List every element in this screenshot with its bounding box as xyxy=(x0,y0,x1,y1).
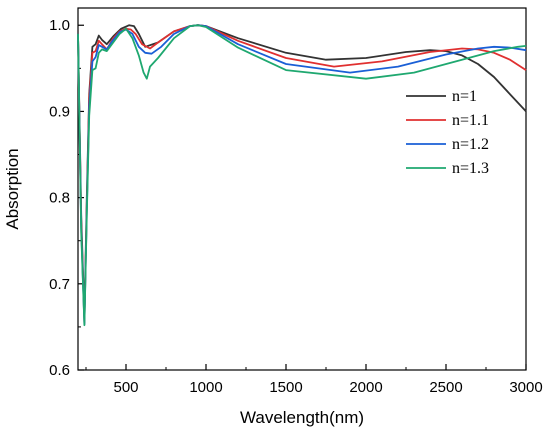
x-axis-title: Wavelength(nm) xyxy=(240,408,364,427)
legend: n=1 n=1.1 n=1.2 n=1.3 xyxy=(406,88,489,177)
legend-label-4: n=1.3 xyxy=(452,160,489,177)
x-tick-label: 2000 xyxy=(349,379,382,396)
legend-label-2: n=1.1 xyxy=(452,112,489,129)
legend-label-1: n=1 xyxy=(452,88,477,105)
series-line-2 xyxy=(77,24,527,324)
y-axis-title: Absorption xyxy=(3,148,22,229)
x-axis-ticks: 500 1000 1500 2000 2500 3000 xyxy=(85,364,543,396)
series-line-3 xyxy=(77,24,527,326)
y-tick-label: 1.0 xyxy=(49,17,70,34)
plot-frame xyxy=(77,7,527,371)
x-tick-label: 1000 xyxy=(189,379,222,396)
series-lines xyxy=(77,24,527,327)
series-line-4 xyxy=(77,24,527,327)
x-tick-label: 500 xyxy=(113,379,138,396)
x-tick-label: 1500 xyxy=(269,379,302,396)
x-tick-label: 2500 xyxy=(429,379,462,396)
y-tick-label: 0.8 xyxy=(49,190,70,207)
x-tick-label: 3000 xyxy=(509,379,542,396)
y-tick-label: 0.9 xyxy=(49,103,70,120)
y-tick-label: 0.7 xyxy=(49,276,70,293)
y-tick-label: 0.6 xyxy=(49,362,70,379)
y-axis-ticks: 0.6 0.7 0.8 0.9 1.0 xyxy=(49,17,84,379)
legend-label-3: n=1.2 xyxy=(452,136,489,153)
